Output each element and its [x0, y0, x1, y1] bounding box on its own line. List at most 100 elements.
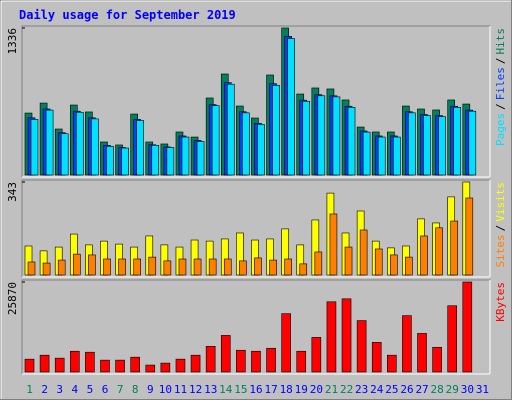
bar	[163, 260, 172, 276]
bar	[465, 197, 474, 276]
bar	[133, 258, 141, 276]
bar	[287, 38, 295, 176]
bar	[344, 246, 353, 276]
bar	[106, 146, 114, 176]
bar	[371, 342, 382, 373]
bar	[266, 347, 276, 373]
bar	[347, 107, 356, 176]
bar	[362, 131, 371, 176]
y-tick-label: 343	[6, 182, 19, 202]
bar	[160, 362, 171, 373]
bar	[242, 112, 250, 176]
bar	[317, 95, 326, 176]
bar	[468, 110, 477, 176]
x-tick-label: 28	[431, 383, 444, 396]
bar	[69, 350, 80, 373]
legend-entry: Hits	[494, 28, 507, 55]
bar	[272, 85, 280, 176]
bar	[390, 254, 398, 276]
bar	[145, 364, 156, 373]
x-tick-label: 18	[280, 383, 293, 396]
bar	[85, 351, 95, 373]
x-tick-label: 7	[117, 383, 124, 396]
bar	[175, 358, 186, 373]
x-tick-label: 15	[234, 383, 247, 396]
bar	[239, 260, 247, 276]
legend-entry: KBytes	[494, 282, 507, 322]
bar	[254, 257, 262, 276]
x-tick-label: 23	[355, 383, 368, 396]
bar	[54, 357, 65, 373]
bar	[284, 258, 292, 276]
bar	[420, 235, 428, 276]
x-tick-label: 16	[249, 383, 262, 396]
legend: Sites / Visits	[494, 182, 507, 268]
x-tick-label: 20	[310, 383, 323, 396]
y-tick-label: 1336	[6, 28, 19, 55]
x-tick-label: 6	[102, 383, 109, 396]
bar	[405, 256, 413, 276]
bar	[45, 109, 54, 176]
bar	[281, 313, 291, 373]
x-tick-label: 19	[295, 383, 308, 396]
bar	[387, 354, 397, 373]
legend-entry: Pages	[494, 113, 507, 146]
x-tick-label: 2	[41, 383, 48, 396]
x-tick-label: 1	[26, 383, 33, 396]
x-tick-label: 31	[476, 383, 489, 396]
x-tick-label: 12	[189, 383, 202, 396]
bar	[27, 261, 36, 276]
bar	[326, 301, 337, 373]
x-tick-label: 27	[415, 383, 428, 396]
bar	[329, 213, 338, 276]
bar	[377, 136, 386, 176]
bar	[91, 118, 99, 176]
x-tick-label: 10	[159, 383, 172, 396]
bar	[435, 227, 443, 276]
x-tick-label: 9	[147, 383, 154, 396]
bar	[453, 107, 462, 176]
bar	[359, 229, 368, 276]
bar	[190, 354, 201, 373]
x-tick-label: 29	[446, 383, 459, 396]
x-tick-label: 17	[264, 383, 277, 396]
x-tick-label: 13	[204, 383, 217, 396]
bar	[100, 359, 110, 373]
x-tick-label: 26	[400, 383, 413, 396]
x-tick-label: 25	[385, 383, 398, 396]
bar	[181, 136, 190, 176]
bar	[393, 136, 401, 176]
bar	[148, 256, 157, 276]
bar	[223, 258, 232, 276]
bar	[75, 111, 84, 176]
x-tick-label: 5	[87, 383, 94, 396]
bar	[42, 262, 51, 276]
x-tick-label: 4	[72, 383, 79, 396]
bar	[408, 112, 416, 176]
legend-entry: Sites	[494, 234, 507, 267]
bar	[402, 315, 412, 373]
bar	[432, 346, 442, 373]
bar	[166, 147, 175, 176]
bar	[462, 281, 473, 373]
legend-entry: Files	[494, 67, 507, 100]
bar	[136, 120, 144, 176]
x-tick-label: 14	[219, 383, 233, 396]
bar	[178, 258, 187, 276]
chart-title: Daily usage for September 2019	[19, 8, 236, 22]
bar	[438, 116, 446, 176]
bar	[151, 144, 160, 176]
x-tick-label: 22	[340, 383, 353, 396]
bar	[251, 350, 261, 373]
bar	[208, 258, 217, 276]
bar	[24, 358, 35, 373]
bar	[220, 335, 231, 373]
bar	[341, 298, 352, 373]
bar	[115, 359, 125, 373]
bar	[72, 253, 81, 276]
bar	[314, 251, 323, 276]
bar	[302, 100, 311, 176]
bar	[57, 259, 66, 276]
legend: Pages / Files / Hits	[494, 28, 507, 146]
